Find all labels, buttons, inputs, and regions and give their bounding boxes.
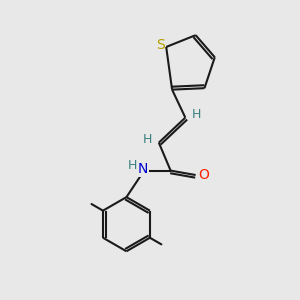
Text: H: H: [192, 108, 201, 121]
Text: N: N: [137, 162, 148, 176]
Text: H: H: [128, 159, 138, 172]
Text: S: S: [156, 38, 165, 52]
Text: H: H: [143, 133, 152, 146]
Text: O: O: [198, 168, 209, 182]
